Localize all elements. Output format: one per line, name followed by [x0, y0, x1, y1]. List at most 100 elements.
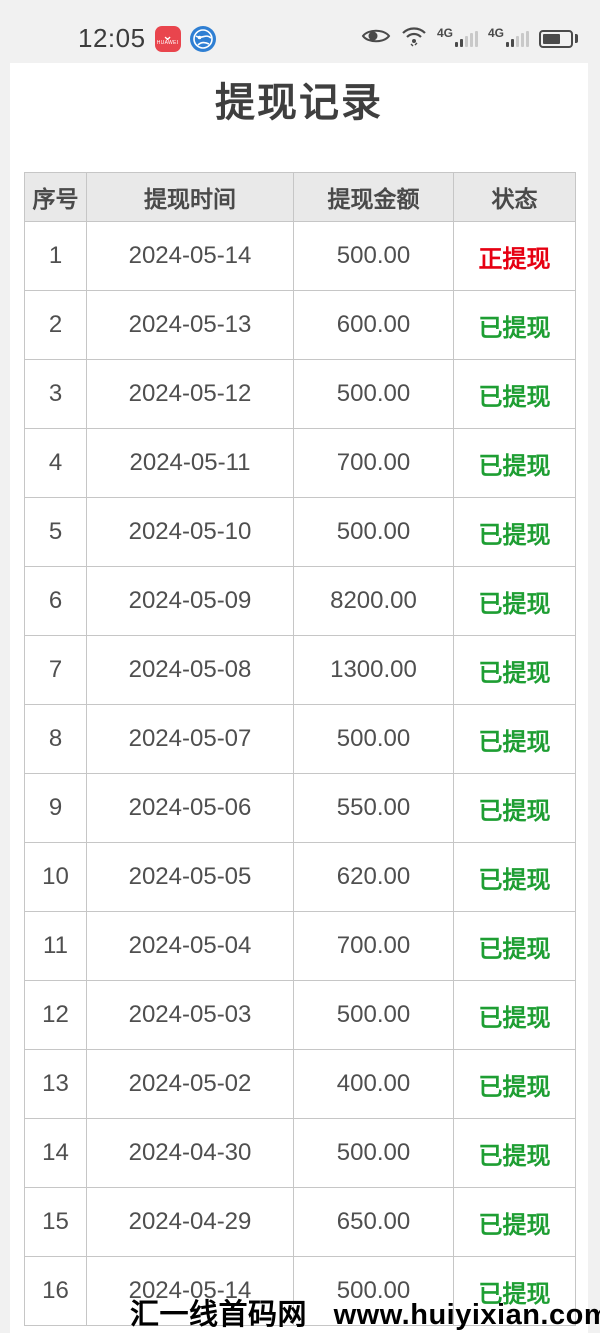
cell-no: 12 [24, 980, 87, 1050]
cell-status: 已提现 [453, 773, 576, 843]
cell-amount: 600.00 [293, 290, 454, 360]
cell-status: 已提现 [453, 428, 576, 498]
cell-date: 2024-04-30 [86, 1118, 294, 1188]
mail-app-label: HUAWEI [156, 40, 179, 46]
cell-no: 16 [24, 1256, 87, 1326]
page-title: 提现记录 [215, 81, 383, 125]
table-row: 3 2024-05-12 500.00 已提现 [24, 359, 576, 429]
cell-date: 2024-05-12 [86, 359, 294, 429]
cell-amount: 500.00 [293, 359, 454, 429]
table-row: 1 2024-05-14 500.00 正提现 [24, 221, 576, 291]
cell-amount: 550.00 [293, 773, 454, 843]
cell-date: 2024-04-29 [86, 1187, 294, 1257]
cell-amount: 8200.00 [293, 566, 454, 636]
table-row: 11 2024-05-04 700.00 已提现 [24, 911, 576, 981]
cell-no: 1 [24, 221, 87, 291]
header-status: 状态 [453, 172, 576, 222]
cell-no: 8 [24, 704, 87, 774]
table-row: 16 2024-05-14 500.00 已提现 [24, 1256, 576, 1326]
table-body: 1 2024-05-14 500.00 正提现 2 2024-05-13 600… [24, 221, 576, 1326]
cell-no: 5 [24, 497, 87, 567]
cell-status: 已提现 [453, 1118, 576, 1188]
cell-no: 6 [24, 566, 87, 636]
table-row: 6 2024-05-09 8200.00 已提现 [24, 566, 576, 636]
cell-no: 11 [24, 911, 87, 981]
cell-no: 2 [24, 290, 87, 360]
cell-amount: 500.00 [293, 1118, 454, 1188]
signal-4g-primary-icon: 4G [437, 26, 478, 47]
header-date: 提现时间 [86, 172, 294, 222]
cell-amount: 700.00 [293, 428, 454, 498]
cell-status: 已提现 [453, 911, 576, 981]
cell-status: 已提现 [453, 497, 576, 567]
cell-status: 已提现 [453, 359, 576, 429]
cell-no: 15 [24, 1187, 87, 1257]
cell-amount: 500.00 [293, 221, 454, 291]
cell-date: 2024-05-06 [86, 773, 294, 843]
cell-amount: 700.00 [293, 911, 454, 981]
table-row: 12 2024-05-03 500.00 已提现 [24, 980, 576, 1050]
cell-no: 4 [24, 428, 87, 498]
cell-amount: 500.00 [293, 980, 454, 1050]
cell-status: 已提现 [453, 704, 576, 774]
table-row: 8 2024-05-07 500.00 已提现 [24, 704, 576, 774]
table-row: 7 2024-05-08 1300.00 已提现 [24, 635, 576, 705]
cell-no: 14 [24, 1118, 87, 1188]
cell-status: 已提现 [453, 1256, 576, 1326]
cell-amount: 650.00 [293, 1187, 454, 1257]
cell-date: 2024-05-09 [86, 566, 294, 636]
cell-status: 已提现 [453, 290, 576, 360]
watermark: 汇一线首码网 www.huiyixian.com [130, 1291, 600, 1333]
cell-status: 已提现 [453, 842, 576, 912]
status-bar: 12:05 ⌄ HUAWEI [0, 0, 600, 63]
header-no: 序号 [24, 172, 87, 222]
watermark-site-name: 汇一线首码网 [130, 1299, 308, 1331]
content-card: 提现记录 序号 提现时间 提现金额 状态 1 2024-05-14 500.00… [10, 63, 588, 1333]
table-row: 14 2024-04-30 500.00 已提现 [24, 1118, 576, 1188]
cell-date: 2024-05-11 [86, 428, 294, 498]
cell-amount: 620.00 [293, 842, 454, 912]
cell-date: 2024-05-13 [86, 290, 294, 360]
table-row: 10 2024-05-05 620.00 已提现 [24, 842, 576, 912]
cell-amount: 400.00 [293, 1049, 454, 1119]
cell-no: 7 [24, 635, 87, 705]
cell-status: 已提现 [453, 566, 576, 636]
mail-app-icon: ⌄ HUAWEI [154, 25, 181, 52]
cell-date: 2024-05-02 [86, 1049, 294, 1119]
cell-no: 10 [24, 842, 87, 912]
network1-label: 4G [436, 25, 453, 40]
cell-status: 已提现 [453, 635, 576, 705]
cell-date: 2024-05-08 [86, 635, 294, 705]
cell-date: 2024-05-14 [86, 1256, 294, 1326]
table-row: 5 2024-05-10 500.00 已提现 [24, 497, 576, 567]
watermark-url: www.huiyixian.com [333, 1299, 600, 1331]
cell-no: 9 [24, 773, 87, 843]
cell-amount: 500.00 [293, 1256, 454, 1326]
cell-amount: 500.00 [293, 497, 454, 567]
cell-status: 已提现 [453, 980, 576, 1050]
table-header-row: 序号 提现时间 提现金额 状态 [24, 172, 576, 222]
mail-app-chevron: ⌄ [162, 28, 174, 43]
signal-4g-secondary-icon: 4G [488, 26, 529, 47]
wifi-icon [401, 25, 427, 52]
cell-date: 2024-05-05 [86, 842, 294, 912]
table-row: 13 2024-05-02 400.00 已提现 [24, 1049, 576, 1119]
table-row: 15 2024-04-29 650.00 已提现 [24, 1187, 576, 1257]
table-row: 9 2024-05-06 550.00 已提现 [24, 773, 576, 843]
cell-no: 3 [24, 359, 87, 429]
withdrawal-records-table: 序号 提现时间 提现金额 状态 1 2024-05-14 500.00 正提现 … [24, 172, 576, 1326]
eye-protection-icon [361, 26, 391, 51]
battery-icon [539, 29, 578, 48]
cell-date: 2024-05-07 [86, 704, 294, 774]
cell-status: 已提现 [453, 1187, 576, 1257]
browser-globe-icon [189, 25, 216, 52]
cell-status: 正提现 [453, 221, 576, 291]
cell-date: 2024-05-14 [86, 221, 294, 291]
cell-amount: 500.00 [293, 704, 454, 774]
cell-amount: 1300.00 [293, 635, 454, 705]
cell-status: 已提现 [453, 1049, 576, 1119]
cell-date: 2024-05-10 [86, 497, 294, 567]
cell-no: 13 [24, 1049, 87, 1119]
clock-time: 12:05 [78, 23, 146, 53]
network2-label: 4G [487, 25, 504, 40]
